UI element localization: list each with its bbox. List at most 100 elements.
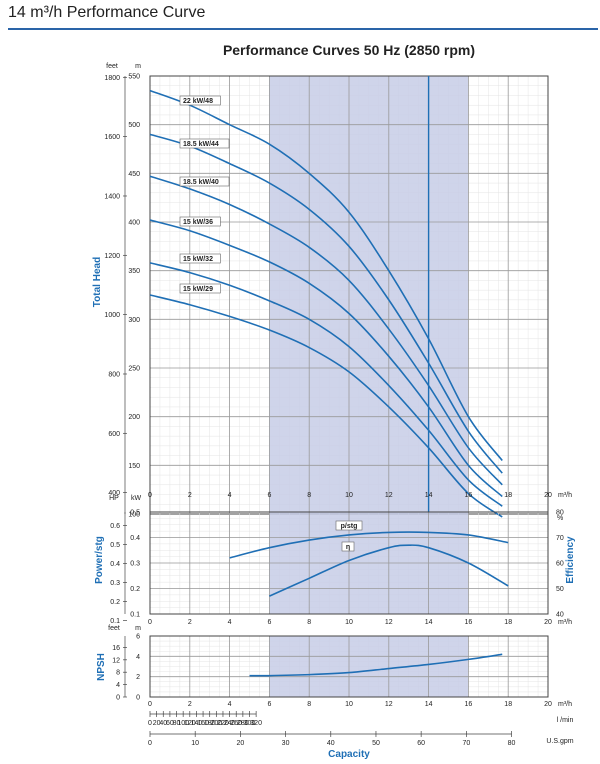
series-label: 15 kW/32: [183, 256, 213, 263]
power-label-box: [335, 520, 363, 531]
y-tick-kw: 0.4: [130, 535, 140, 542]
chart-panel-power: p/stg η: [123, 511, 549, 621]
lpm-tick-label: 280: [237, 720, 249, 727]
x-tick-label: 14: [425, 619, 433, 626]
x-unit-label: m³/h: [558, 492, 572, 499]
gpm-tick-label: 30: [282, 740, 290, 747]
y-tick-kw: 0.1: [130, 612, 140, 619]
gpm-tick-label: 20: [236, 740, 244, 747]
y-axis-label-npsh: NPSH: [96, 653, 107, 681]
lpm-tick-label: 0: [148, 720, 152, 727]
y-tick-hp: 0.4: [110, 561, 120, 568]
curve-efficiency: [269, 544, 509, 597]
series-label-box: [179, 283, 221, 294]
curve-15-kw-36: [149, 219, 503, 498]
y-tick-npsh: 4: [136, 654, 140, 661]
x-tick-label: 2: [188, 492, 192, 499]
y-tick-eff: 80: [556, 510, 564, 517]
series-label-box: [179, 138, 230, 149]
y-unit-kw: kW: [131, 495, 142, 502]
y-unit-percent: %: [557, 515, 563, 522]
curve-npsh: [249, 653, 503, 677]
lpm-tick-label: 220: [217, 720, 229, 727]
lpm-tick-label: 200: [210, 720, 222, 727]
y-unit-hp: HP: [109, 495, 119, 502]
curve-18-5-kw-40: [149, 175, 503, 486]
series-label: 18.5 kW/44: [183, 141, 219, 148]
y-unit-feet: feet: [106, 63, 118, 70]
x-tick-label: 20: [544, 619, 552, 626]
x-tick-label: 16: [465, 492, 473, 499]
y-tick-hp: 0.6: [110, 523, 120, 530]
lpm-tick-label: 240: [224, 720, 236, 727]
x-tick-label: 0: [148, 492, 152, 499]
plot-frame: [149, 635, 549, 698]
y-tick-npsh: 6: [136, 634, 140, 641]
y-tick-npsh-feet: 8: [116, 670, 120, 677]
series-label: 15 kW/29: [183, 286, 213, 293]
gpm-tick-label: 50: [372, 740, 380, 747]
y-tick-label: 550: [128, 74, 140, 81]
x-tick-label: 14: [425, 701, 433, 708]
chart-title: Performance Curves 50 Hz (2850 rpm): [223, 42, 475, 58]
y-tick-label: 250: [128, 366, 140, 373]
capacity-scales: 0 204060801001201401601802002202402602803…: [148, 711, 574, 760]
y-unit-m: m: [135, 63, 141, 70]
power-series-label: p/stg: [341, 523, 358, 530]
x-tick-label: 2: [188, 701, 192, 708]
y-tick-label: 350: [128, 268, 140, 275]
y-tick-npsh: 0: [136, 695, 140, 702]
x-tick-label: 8: [307, 701, 311, 708]
y-tick-hp: 0.3: [110, 580, 120, 587]
lpm-tick-label: 20: [153, 720, 161, 727]
x-tick-label: 10: [345, 619, 353, 626]
x-tick-label: 20: [544, 492, 552, 499]
x-tick-label: 8: [307, 619, 311, 626]
series-label-box: [179, 253, 221, 264]
x-tick-label: 10: [345, 701, 353, 708]
capacity-label: Capacity: [328, 749, 370, 760]
y-axis-label-efficiency: Efficiency: [565, 536, 576, 584]
y-tick-label: 100: [128, 512, 140, 519]
y-tick-kw: 0.2: [130, 586, 140, 593]
y-tick-feet-label: 1600: [104, 134, 120, 141]
x-tick-label: 4: [228, 701, 232, 708]
lpm-tick-label: 80: [173, 720, 181, 727]
gpm-tick-label: 80: [508, 740, 516, 747]
x-tick-label: 16: [465, 619, 473, 626]
y-tick-eff: 60: [556, 561, 564, 568]
y-tick-feet-label: 1800: [104, 75, 120, 82]
y-axis-label-power: Power/stg: [94, 536, 105, 584]
eff-series-label: η: [346, 544, 350, 551]
x-tick-label: 12: [385, 619, 393, 626]
series-label: 18.5 kW/40: [183, 179, 219, 186]
lpm-tick-label: 180: [204, 720, 216, 727]
y-axis-label-head: Total Head: [92, 257, 103, 307]
lpm-tick-label: 320: [250, 720, 262, 727]
series-label-box: [179, 216, 221, 227]
y-tick-eff: 70: [556, 535, 564, 542]
curve-15-kw-32: [149, 262, 503, 507]
lpm-tick-label: 260: [230, 720, 242, 727]
gpm-tick-label: 0: [148, 740, 152, 747]
x-tick-label: 6: [267, 701, 271, 708]
highlight-band: [269, 76, 469, 514]
highlight-band: [269, 636, 469, 697]
x-tick-label: 18: [504, 492, 512, 499]
y-tick-hp: 0.1: [110, 618, 120, 625]
series-label-box: [179, 176, 230, 187]
gpm-tick-label: 60: [417, 740, 425, 747]
x-tick-label: 10: [345, 492, 353, 499]
x-tick-label: 12: [385, 492, 393, 499]
x-tick-label: 2: [188, 619, 192, 626]
y-tick-label: 450: [128, 171, 140, 178]
lpm-tick-label: 60: [166, 720, 174, 727]
y-tick-label: 500: [128, 122, 140, 129]
x-tick-label: 20: [544, 701, 552, 708]
y-tick-feet-label: 400: [108, 490, 120, 497]
y-tick-feet-label: 1000: [104, 312, 120, 319]
x-tick-label: 18: [504, 701, 512, 708]
gpm-tick-label: 10: [191, 740, 199, 747]
npsh-unit-m: m: [135, 625, 141, 632]
gpm-tick-label: 70: [462, 740, 470, 747]
